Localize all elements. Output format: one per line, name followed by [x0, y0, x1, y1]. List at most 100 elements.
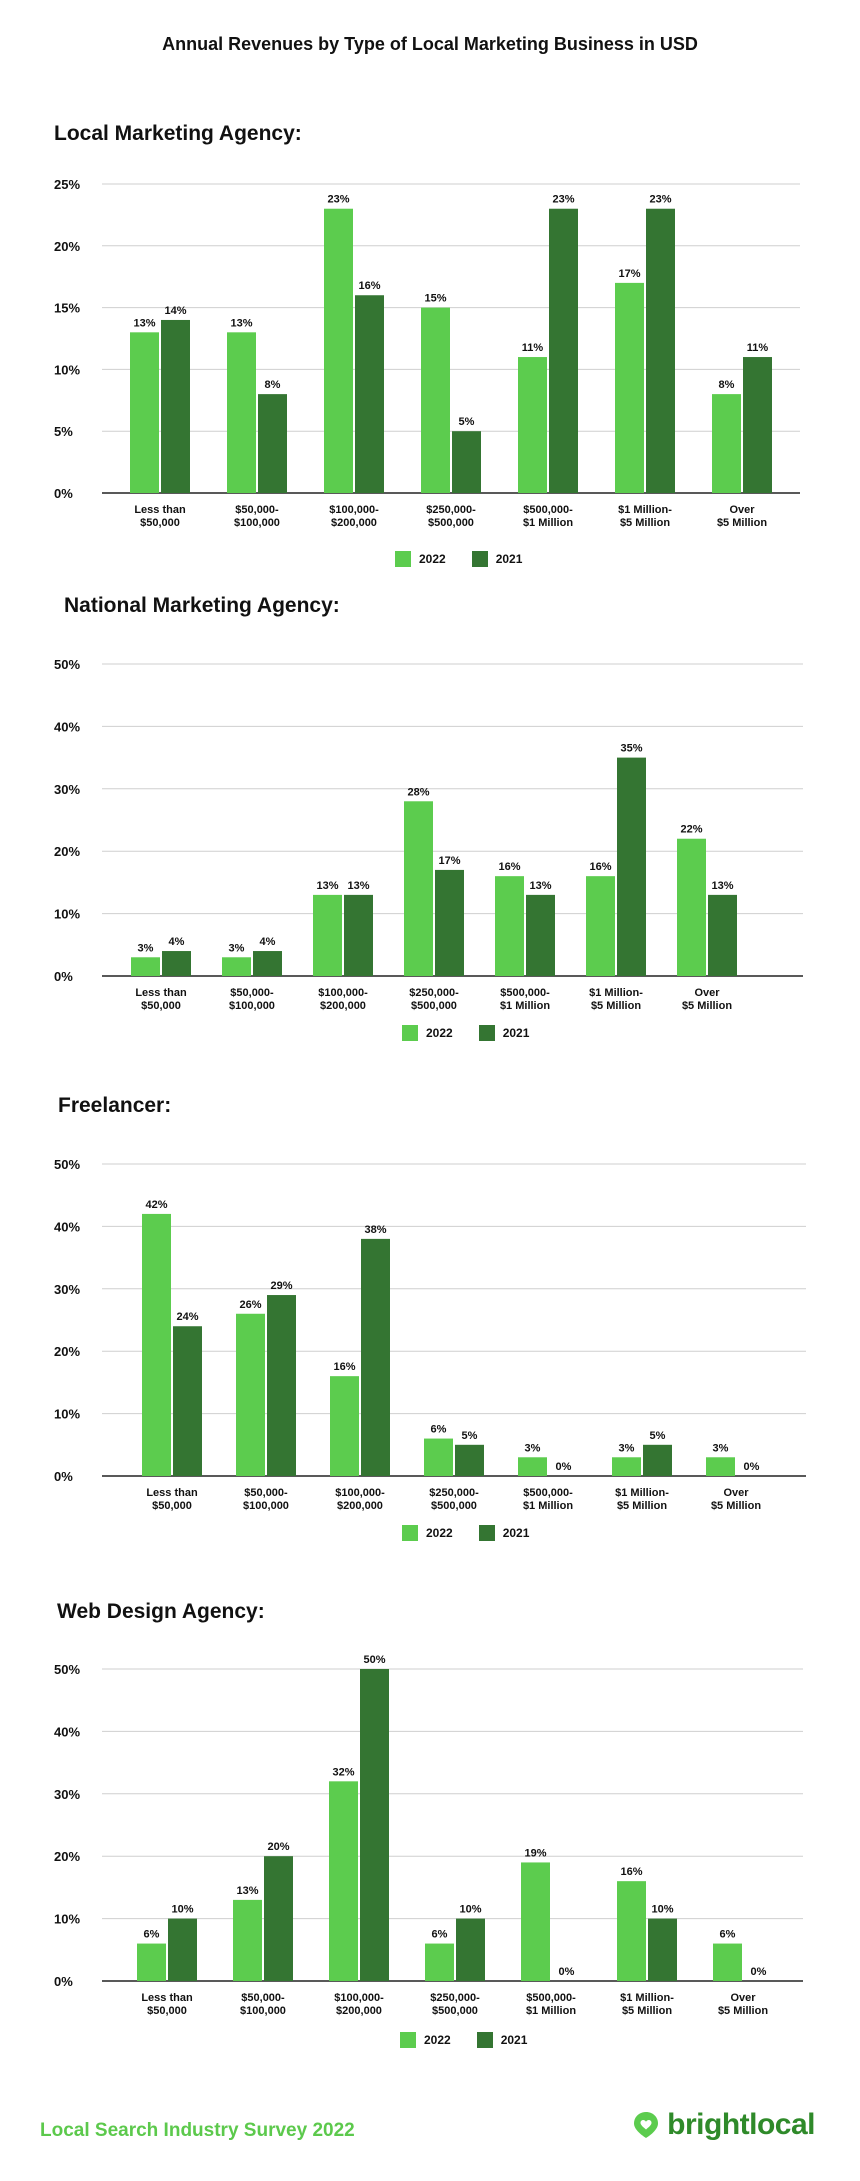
x-tick-label: $5 Million — [682, 1000, 732, 1012]
y-tick-label: 0% — [54, 486, 73, 501]
y-tick-label: 30% — [54, 1282, 80, 1297]
x-tick-label: $1 Million- — [618, 504, 672, 516]
legend-label-2022: 2022 — [419, 552, 446, 566]
y-tick-label: 50% — [54, 657, 80, 672]
y-tick-label: 20% — [54, 1344, 80, 1359]
x-tick-label: $250,000- — [409, 987, 459, 999]
data-label: 0% — [751, 1966, 767, 1978]
x-tick-label: $1 Million — [523, 1500, 573, 1512]
data-label: 13% — [133, 317, 155, 329]
data-label: 5% — [462, 1430, 478, 1442]
data-label: 11% — [747, 342, 769, 354]
legend-item-2022: 2022 — [402, 1525, 453, 1541]
bar-2021 — [455, 1444, 484, 1476]
bar-2022 — [713, 1943, 742, 1981]
x-tick-label: $5 Million — [622, 2005, 672, 2017]
x-tick-label: Less than — [134, 504, 186, 516]
bar-2022 — [404, 801, 433, 976]
bar-2021 — [526, 894, 555, 976]
x-tick-label: $50,000- — [235, 504, 279, 516]
bar-2021 — [253, 951, 282, 976]
data-label: 23% — [552, 194, 574, 206]
legend-item-2021: 2021 — [471, 551, 523, 567]
data-label: 3% — [138, 942, 154, 954]
data-label: 17% — [618, 268, 640, 280]
data-label: 24% — [176, 1311, 198, 1323]
y-tick-label: 10% — [54, 1912, 80, 1927]
data-label: 13% — [230, 317, 252, 329]
map-pin-heart-icon — [634, 2112, 659, 2138]
data-label: 26% — [239, 1299, 261, 1311]
bar-2022 — [706, 1457, 735, 1476]
bar-2022 — [330, 1376, 359, 1476]
y-tick-label: 40% — [54, 719, 80, 734]
x-tick-label: $50,000 — [140, 517, 180, 529]
x-tick-label: $500,000 — [411, 1000, 457, 1012]
legend-swatch-2021 — [478, 1025, 495, 1041]
bar-2021 — [264, 1856, 293, 1981]
bar-2022 — [617, 1881, 646, 1981]
x-tick-label: $100,000- — [329, 504, 379, 516]
y-tick-label: 20% — [54, 1849, 80, 1864]
y-tick-label: 40% — [54, 1219, 80, 1234]
chart-title: Local Marketing Agency: — [54, 122, 302, 145]
bar-2021 — [173, 1326, 202, 1476]
data-label: 16% — [620, 1866, 642, 1878]
legend-swatch-2022 — [402, 1025, 418, 1041]
data-label: 13% — [711, 880, 733, 892]
x-tick-label: $200,000 — [337, 1500, 383, 1512]
bar-2022 — [677, 838, 706, 976]
bar-2022 — [313, 894, 342, 976]
data-label: 10% — [651, 1904, 673, 1916]
legend-swatch-2022 — [400, 2032, 416, 2048]
x-tick-label: $5 Million — [591, 1000, 641, 1012]
data-label: 15% — [424, 293, 446, 305]
x-tick-label: Less than — [135, 987, 187, 999]
x-tick-label: $1 Million- — [615, 1487, 669, 1499]
x-tick-label: $500,000 — [431, 1500, 477, 1512]
x-tick-label: $500,000- — [523, 504, 573, 516]
data-label: 16% — [498, 861, 520, 873]
data-label: 11% — [522, 342, 544, 354]
data-label: 6% — [432, 1929, 448, 1941]
x-tick-label: $100,000 — [243, 1500, 289, 1512]
data-label: 20% — [267, 1841, 289, 1853]
bar-2021 — [435, 869, 464, 976]
data-label: 16% — [589, 861, 611, 873]
bar-chart: 0% 5% 10% 15% 20% 25% 13% 14% Less than$50,000 13… — [54, 177, 800, 529]
x-tick-label: Over — [723, 1487, 749, 1499]
data-label: 3% — [525, 1442, 541, 1454]
chart-title: Web Design Agency: — [57, 1600, 265, 1623]
y-tick-label: 10% — [54, 362, 80, 377]
legend: 2022 2021 — [400, 2032, 527, 2048]
data-label: 16% — [358, 280, 380, 292]
x-tick-label: $100,000 — [240, 2005, 286, 2017]
legend-label-2022: 2022 — [424, 2033, 451, 2047]
data-label: 42% — [145, 1199, 167, 1211]
data-label: 5% — [650, 1430, 666, 1442]
bar-2022 — [142, 1213, 171, 1476]
bar-2022 — [712, 394, 741, 493]
y-tick-label: 20% — [54, 239, 80, 254]
legend-label-2021: 2021 — [495, 552, 523, 566]
x-tick-label: $200,000 — [320, 1000, 366, 1012]
legend-item-2022: 2022 — [395, 551, 446, 567]
bar-2021 — [648, 1918, 677, 1981]
bar-2022 — [518, 357, 547, 493]
data-label: 13% — [347, 880, 369, 892]
main-title: Annual Revenues by Type of Local Marketi… — [162, 34, 698, 54]
data-label: 13% — [316, 880, 338, 892]
x-tick-label: $500,000- — [523, 1487, 573, 1499]
x-tick-label: Over — [694, 987, 720, 999]
x-tick-label: $50,000 — [141, 1000, 181, 1012]
data-label: 0% — [559, 1966, 575, 1978]
x-tick-label: $500,000- — [500, 987, 550, 999]
x-tick-label: Over — [730, 1992, 756, 2004]
bar-2021 — [161, 319, 190, 493]
bar-2022 — [236, 1313, 265, 1476]
x-tick-label: $50,000- — [230, 987, 274, 999]
x-tick-label: $500,000 — [428, 517, 474, 529]
data-label: 6% — [720, 1929, 736, 1941]
bar-chart: 0% 10% 20% 30% 40% 50% 6% 10% Less than$50,000 13… — [54, 1654, 803, 2017]
y-tick-label: 0% — [54, 969, 73, 984]
